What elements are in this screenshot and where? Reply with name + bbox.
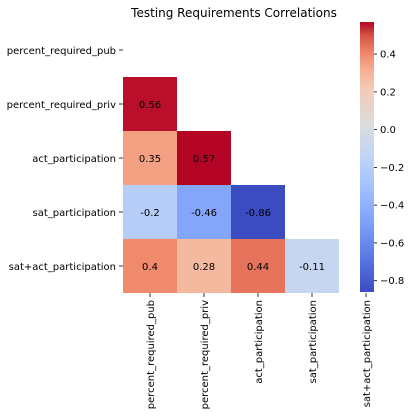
cell-value-label: -0.2 — [140, 208, 160, 219]
y-tick-label: sat_participation — [33, 208, 116, 219]
colorbar-tick-label: 0.4 — [380, 50, 396, 61]
cell-value-label: -0.11 — [299, 262, 325, 273]
x-tick-label: sat_participation — [308, 300, 319, 383]
cell-value-label: 0.56 — [139, 100, 161, 111]
colorbar-tick-label: −0.8 — [380, 276, 404, 287]
cell-value-label: 0.35 — [139, 154, 161, 165]
heatmap-cells: 0.56 0.35 0.57 -0.2 -0.46 -0.86 0.4 0.28 0.44 -0.… — [123, 77, 339, 293]
colorbar-tick-label: 0.2 — [380, 87, 396, 98]
y-tick-label: percent_required_pub — [7, 46, 116, 57]
x-tick-label: percent_required_priv — [200, 300, 211, 409]
cell-value-label: -0.46 — [191, 208, 217, 219]
x-tick-label: percent_required_pub — [146, 300, 157, 409]
cell-value-label: 0.4 — [142, 262, 158, 273]
x-tick-label: act_participation — [254, 300, 265, 384]
cell-value-label: -0.86 — [245, 208, 271, 219]
cell-value-label: 0.57 — [193, 154, 215, 165]
cell-value-label: 0.44 — [247, 262, 269, 273]
colorbar — [360, 22, 374, 292]
colorbar-tick-label: −0.6 — [380, 238, 404, 249]
y-tick-label: sat+act_participation — [9, 262, 116, 273]
y-axis-tick-labels: percent_required_pub percent_required_pri… — [7, 46, 123, 273]
colorbar-tick-label: −0.2 — [380, 163, 404, 174]
colorbar-tick-label: −0.4 — [380, 201, 404, 212]
y-tick-label: act_participation — [32, 154, 116, 165]
cell-value-label: 0.28 — [193, 262, 215, 273]
x-axis-tick-labels: percent_required_pub percent_required_pri… — [146, 293, 373, 409]
colorbar-tick-label: 0.0 — [380, 125, 396, 136]
colorbar-ticks: 0.4 0.2 0.0 −0.2 −0.4 −0.6 −0.8 — [374, 50, 404, 288]
x-tick-label: sat+act_participation — [362, 300, 373, 407]
y-tick-label: percent_required_priv — [7, 100, 116, 111]
chart-title: Testing Requirements Correlations — [130, 6, 337, 20]
